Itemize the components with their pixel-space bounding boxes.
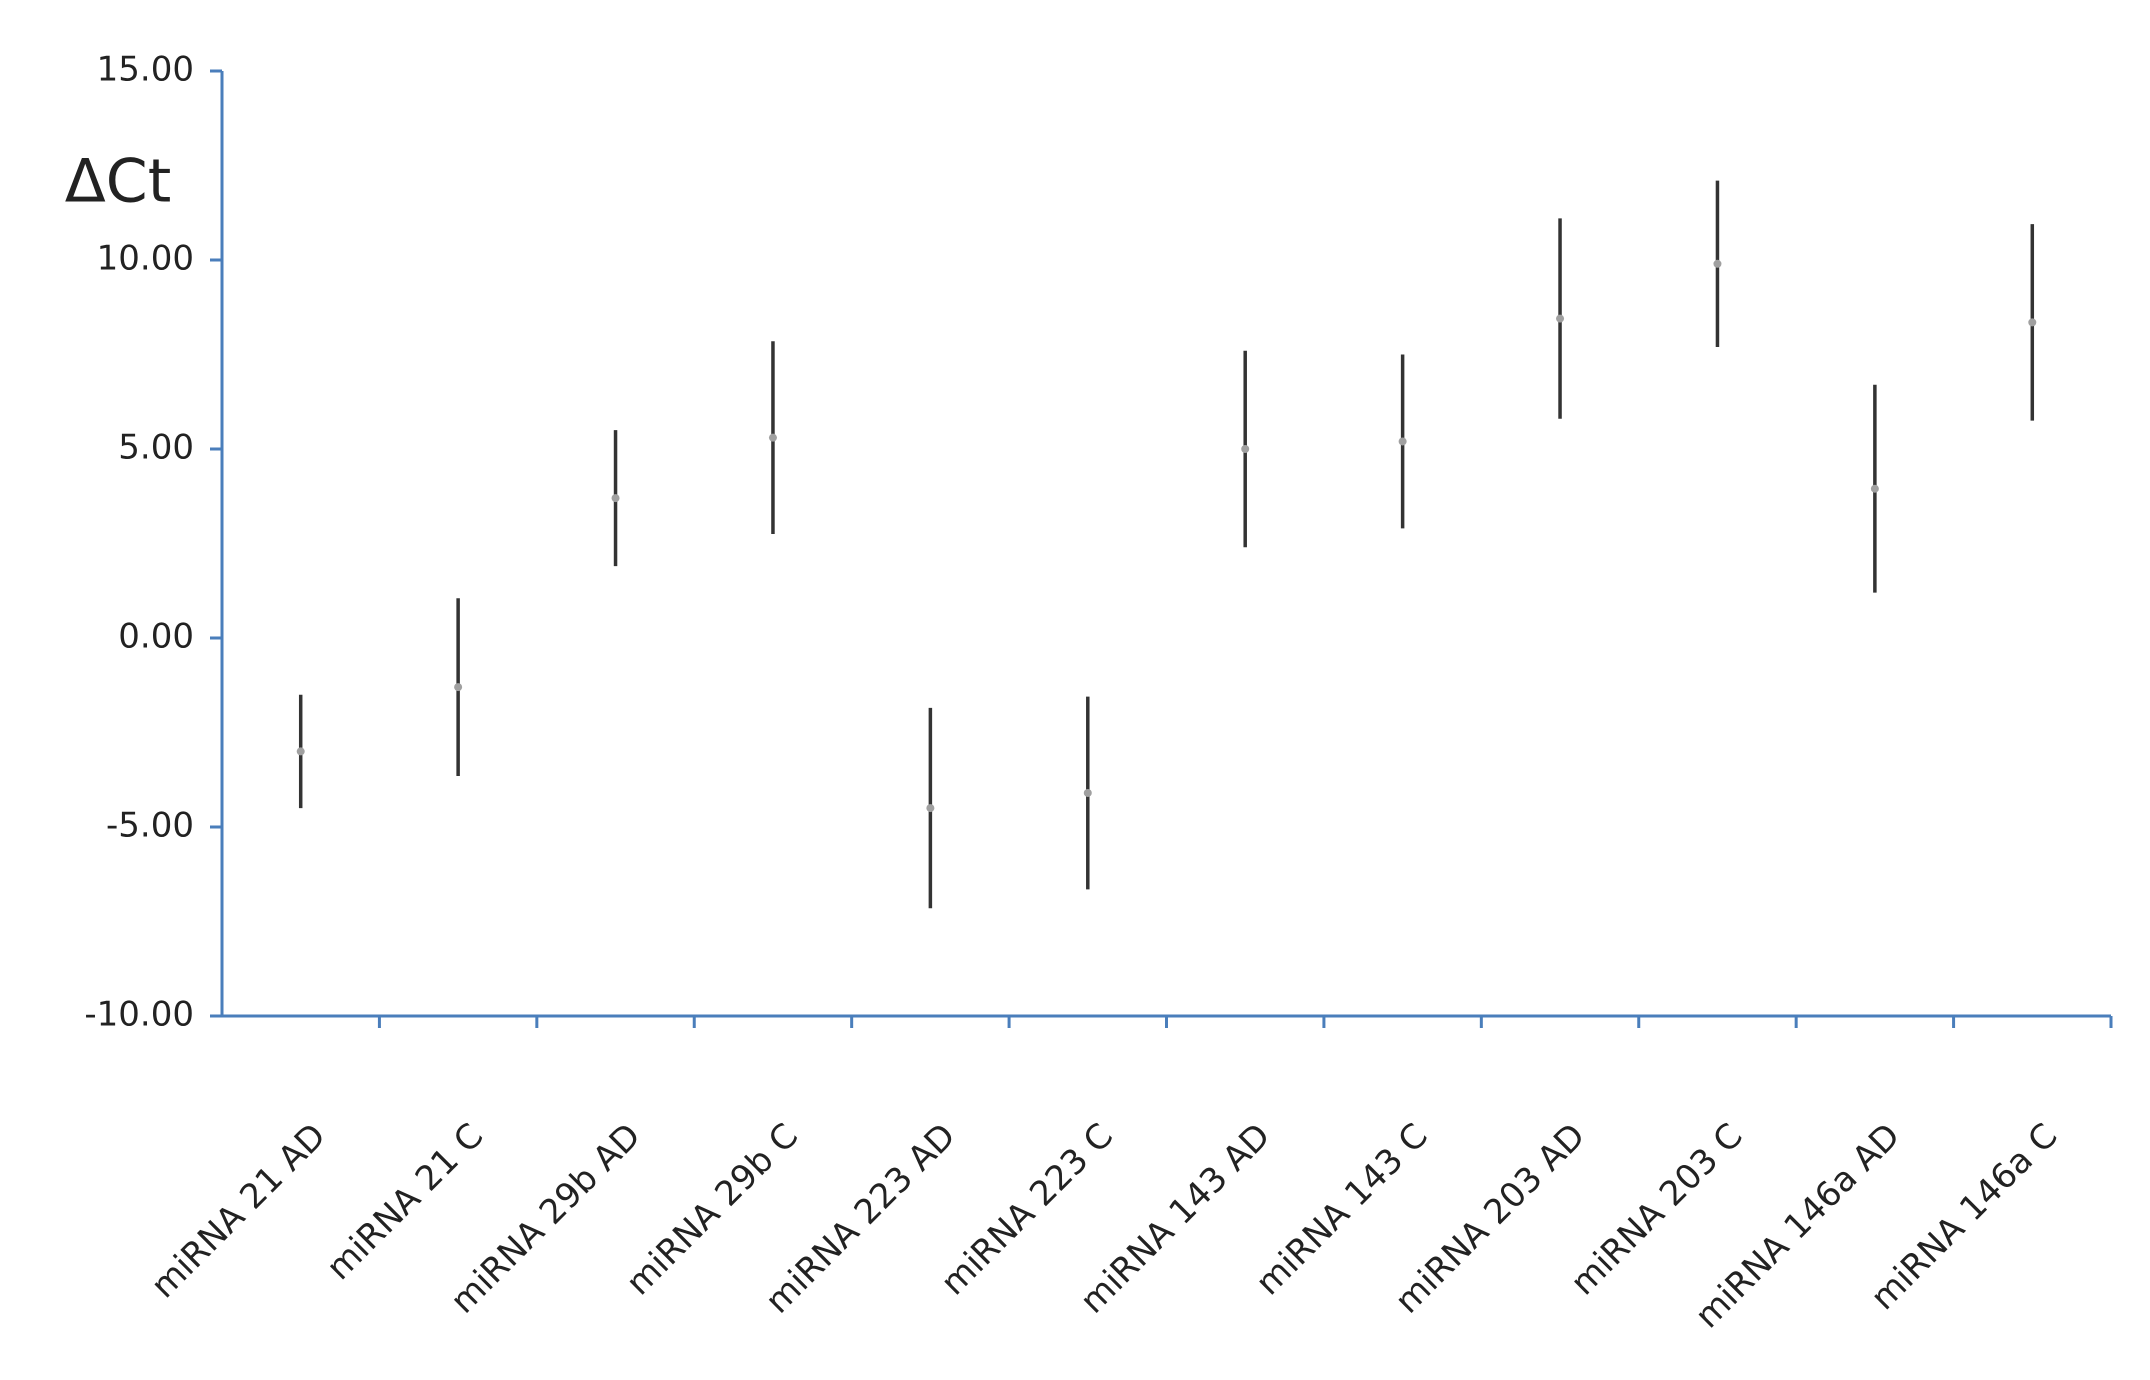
point (926, 804, 935, 813)
point (296, 747, 305, 756)
point (454, 683, 463, 692)
point (1713, 259, 1722, 268)
point (1398, 437, 1407, 446)
y-tick-label: 0.00 (118, 617, 194, 657)
y-tick-label: 5.00 (118, 428, 194, 468)
y-axis-label: ΔCt (65, 147, 171, 217)
y-tick-label: 10.00 (97, 239, 194, 279)
point (1556, 314, 1565, 323)
point (1870, 484, 1879, 493)
x-tick-label: miRNA 21 C (319, 1116, 491, 1288)
y-tick-label: -5.00 (106, 806, 194, 846)
y-tick-label: 15.00 (97, 50, 194, 90)
point (768, 433, 777, 442)
point (2028, 318, 2037, 327)
x-tick-label: miRNA 21 AD (143, 1116, 333, 1306)
point (1083, 788, 1092, 797)
point (1241, 445, 1250, 453)
point (611, 494, 620, 503)
y-tick-label: -10.00 (84, 995, 194, 1035)
